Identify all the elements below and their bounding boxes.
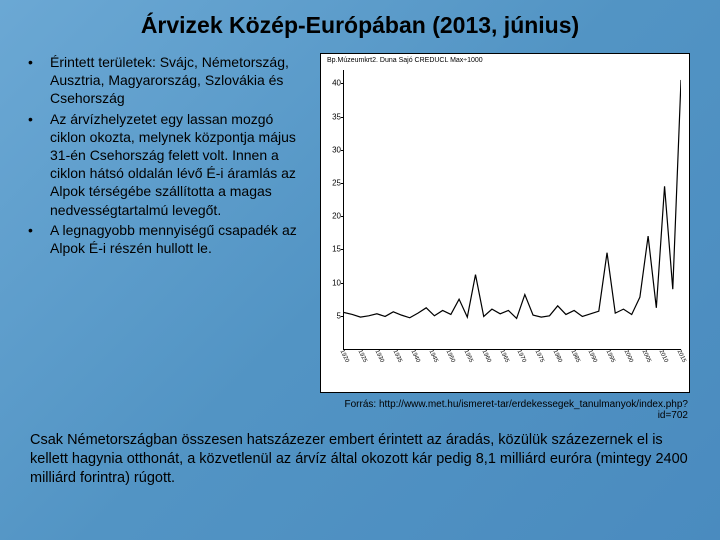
bullet-text: Érintett területek: Svájc, Németország, … bbox=[50, 53, 308, 108]
x-tick-label: 1955 bbox=[463, 348, 476, 363]
y-tick-mark bbox=[341, 117, 344, 118]
x-tick-label: 1930 bbox=[374, 348, 387, 363]
x-tick-label: 1945 bbox=[427, 348, 440, 363]
bullet-text: Az árvízhelyzetet egy lassan mozgó ciklo… bbox=[50, 110, 308, 219]
x-tick-label: 2000 bbox=[622, 348, 635, 363]
plot-area: 5101520253035401920192519301935194019451… bbox=[343, 70, 681, 350]
y-tick-mark bbox=[341, 183, 344, 184]
chart-panel: Bp.Múzeumkrt2. Duna Sajó CREDUCL Max÷100… bbox=[320, 53, 692, 421]
list-item: • A legnagyobb mennyiségű csapadék az Al… bbox=[28, 221, 308, 257]
y-tick-mark bbox=[341, 316, 344, 317]
bullet-marker: • bbox=[28, 53, 50, 108]
list-item: • Az árvízhelyzetet egy lassan mozgó cik… bbox=[28, 110, 308, 219]
x-tick-label: 2015 bbox=[676, 348, 689, 363]
chart-caption: Bp.Múzeumkrt2. Duna Sajó CREDUCL Max÷100… bbox=[327, 57, 483, 64]
x-tick-label: 1990 bbox=[587, 348, 600, 363]
y-tick-mark bbox=[341, 216, 344, 217]
source-text: Forrás: http://www.met.hu/ismeret-tar/er… bbox=[320, 399, 692, 421]
x-tick-label: 1975 bbox=[534, 348, 547, 363]
y-tick-mark bbox=[341, 249, 344, 250]
x-tick-label: 1985 bbox=[569, 348, 582, 363]
y-tick-mark bbox=[341, 283, 344, 284]
x-tick-label: 1970 bbox=[516, 348, 529, 363]
x-tick-label: 1995 bbox=[605, 348, 618, 363]
bullet-marker: • bbox=[28, 221, 50, 257]
bullet-list: • Érintett területek: Svájc, Németország… bbox=[28, 53, 308, 421]
x-tick-label: 1980 bbox=[551, 348, 564, 363]
x-tick-label: 1950 bbox=[445, 348, 458, 363]
y-tick-mark bbox=[341, 83, 344, 84]
list-item: • Érintett területek: Svájc, Németország… bbox=[28, 53, 308, 108]
x-tick-label: 2005 bbox=[640, 348, 653, 363]
x-tick-label: 1935 bbox=[392, 348, 405, 363]
y-tick-mark bbox=[341, 150, 344, 151]
x-tick-label: 1965 bbox=[498, 348, 511, 363]
bottom-paragraph: Csak Németországban összesen hatszázezer… bbox=[28, 431, 692, 488]
x-tick-label: 1920 bbox=[339, 348, 352, 363]
x-tick-label: 1960 bbox=[480, 348, 493, 363]
page-title: Árvizek Közép-Európában (2013, június) bbox=[28, 12, 692, 39]
line-chart: Bp.Múzeumkrt2. Duna Sajó CREDUCL Max÷100… bbox=[320, 53, 690, 393]
content-row: • Érintett területek: Svájc, Németország… bbox=[28, 53, 692, 421]
bullet-marker: • bbox=[28, 110, 50, 219]
chart-line bbox=[344, 70, 681, 349]
x-tick-label: 1925 bbox=[356, 348, 369, 363]
x-tick-label: 2010 bbox=[658, 348, 671, 363]
bullet-text: A legnagyobb mennyiségű csapadék az Alpo… bbox=[50, 221, 308, 257]
x-tick-label: 1940 bbox=[409, 348, 422, 363]
